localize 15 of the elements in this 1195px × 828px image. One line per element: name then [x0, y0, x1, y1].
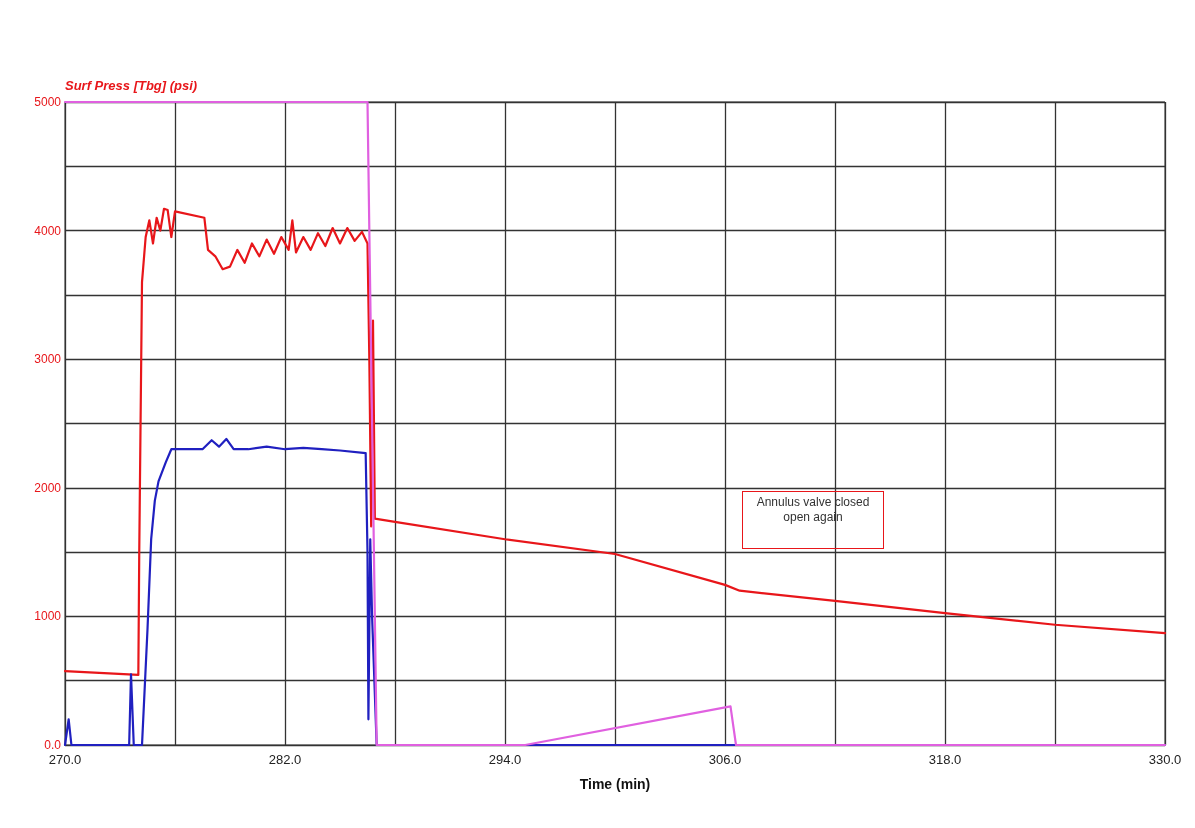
- y-axis-title: Surf Press [Tbg] (psi): [65, 78, 198, 93]
- x-axis-title: Time (min): [579, 776, 651, 792]
- x-tick-label: 306.0: [708, 752, 742, 767]
- x-tick-label: 294.0: [488, 752, 522, 767]
- y-tick-label: 4000: [34, 223, 62, 238]
- y-tick-label: 1000: [34, 609, 62, 624]
- x-tick-label: 282.0: [268, 752, 302, 767]
- x-tick-label: 318.0: [928, 752, 962, 767]
- y-tick-label: 0.0: [44, 738, 62, 752]
- y-tick-label: 3000: [34, 352, 62, 367]
- y-tick-label: 5000: [34, 95, 62, 109]
- line-series: [63, 207, 1167, 677]
- x-tick-label: 330.0: [1148, 752, 1182, 767]
- y-tick-label: 2000: [34, 480, 62, 495]
- x-tick-label: 270.0: [48, 752, 82, 767]
